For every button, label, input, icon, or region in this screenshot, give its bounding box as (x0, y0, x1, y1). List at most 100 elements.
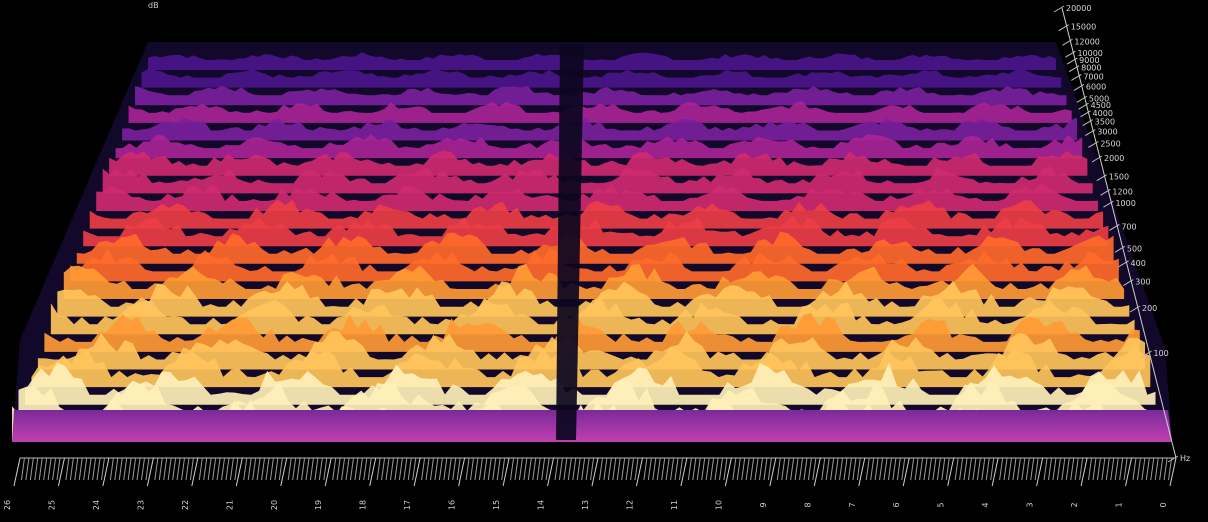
time-minor-tick (741, 457, 746, 481)
time-minor-tick (847, 457, 852, 481)
time-minor-tick (278, 457, 283, 481)
time-minor-tick (941, 457, 946, 481)
surface-ridge (128, 101, 1072, 123)
time-minor-tick (1123, 457, 1128, 481)
time-minor-tick (305, 457, 310, 481)
frequency-tick (1053, 5, 1065, 13)
frequency-tick-label: 1500 (1109, 173, 1129, 182)
time-major-tick (813, 457, 821, 487)
frequency-tick (1058, 24, 1070, 32)
time-minor-tick (656, 457, 661, 481)
time-minor-tick (87, 457, 92, 481)
time-minor-tick (323, 457, 328, 481)
time-major-tick (769, 457, 777, 487)
time-minor-tick (865, 457, 870, 481)
time-minor-tick (363, 457, 368, 481)
time-minor-tick (256, 457, 261, 481)
time-major-tick (1080, 457, 1088, 487)
frequency-tick (1071, 73, 1082, 81)
time-minor-tick (643, 457, 648, 481)
frequency-tick-label: 2000 (1104, 154, 1124, 163)
time-minor-tick (1034, 457, 1039, 481)
time-minor-tick (1070, 457, 1075, 481)
time-minor-tick (732, 457, 737, 481)
frequency-tick (1100, 188, 1111, 196)
time-minor-tick (1132, 457, 1137, 481)
surface-ridge (148, 52, 1056, 70)
time-tick-label: 3 (1026, 502, 1035, 507)
time-minor-tick (510, 457, 515, 481)
time-minor-tick (145, 457, 150, 481)
time-minor-tick (1056, 457, 1061, 481)
frequency-tick-label: 5000 (1089, 94, 1109, 103)
time-minor-tick (358, 457, 363, 481)
time-minor-tick (425, 457, 430, 481)
time-minor-tick (189, 457, 194, 481)
frequency-tick-label: 1200 (1112, 187, 1132, 196)
time-minor-tick (1136, 457, 1141, 481)
time-minor-tick (354, 457, 359, 481)
time-minor-tick (447, 457, 452, 481)
time-minor-tick (407, 457, 412, 481)
time-minor-tick (692, 457, 697, 481)
time-tick-label: 16 (448, 500, 457, 510)
time-minor-tick (92, 457, 97, 481)
time-tick-label: 5 (937, 502, 946, 507)
time-minor-tick (492, 457, 497, 481)
time-minor-tick (527, 457, 532, 481)
time-tick-label: 22 (181, 500, 190, 510)
time-minor-tick (38, 457, 43, 481)
time-minor-tick (212, 457, 217, 481)
time-minor-tick (723, 457, 728, 481)
time-minor-tick (1101, 457, 1106, 481)
time-minor-tick (665, 457, 670, 481)
time-minor-tick (794, 457, 799, 481)
time-minor-tick (630, 457, 635, 481)
frequency-tick (1141, 350, 1152, 358)
time-minor-tick (1114, 457, 1119, 481)
time-major-tick (947, 457, 955, 487)
time-tick-label: 24 (92, 500, 101, 510)
time-minor-tick (123, 457, 128, 481)
frequency-tick-label: 10000 (1077, 49, 1102, 58)
frequency-tick-label: 500 (1127, 244, 1142, 253)
time-minor-tick (959, 457, 964, 481)
time-minor-tick (65, 457, 70, 481)
frequency-tick (1080, 110, 1091, 118)
time-minor-tick (954, 457, 959, 481)
time-tick-label: 12 (625, 500, 634, 510)
time-minor-tick (967, 457, 972, 481)
time-major-tick (1036, 457, 1044, 487)
time-tick-label: 15 (492, 500, 501, 510)
time-minor-tick (883, 457, 888, 481)
frequency-tick-label: 4500 (1091, 101, 1111, 110)
time-minor-tick (901, 457, 906, 481)
time-minor-tick (1150, 457, 1155, 481)
time-minor-tick (78, 457, 83, 481)
time-minor-tick (127, 457, 132, 481)
time-tick-label: 6 (892, 502, 901, 507)
surface-ridge (83, 215, 1109, 247)
time-tick-label: 21 (225, 500, 234, 510)
time-minor-tick (341, 457, 346, 481)
time-minor-tick (514, 457, 519, 481)
time-minor-tick (292, 457, 297, 481)
time-major-tick (547, 457, 555, 487)
time-minor-tick (718, 457, 723, 481)
time-minor-tick (1052, 457, 1057, 481)
time-major-tick (235, 457, 243, 487)
time-minor-tick (585, 457, 590, 481)
surface-ridge (57, 280, 1130, 317)
time-minor-tick (781, 457, 786, 481)
time-minor-tick (701, 457, 706, 481)
time-tick-label: 25 (47, 500, 56, 510)
surface-ridge (96, 182, 1098, 211)
time-minor-tick (870, 457, 875, 481)
frequency-tick-label: Hz (1180, 454, 1190, 463)
time-minor-tick (83, 457, 88, 481)
time-minor-tick (1021, 457, 1026, 481)
time-minor-tick (118, 457, 123, 481)
time-minor-tick (799, 457, 804, 481)
frequency-tick (1118, 260, 1129, 268)
time-minor-tick (100, 457, 105, 481)
